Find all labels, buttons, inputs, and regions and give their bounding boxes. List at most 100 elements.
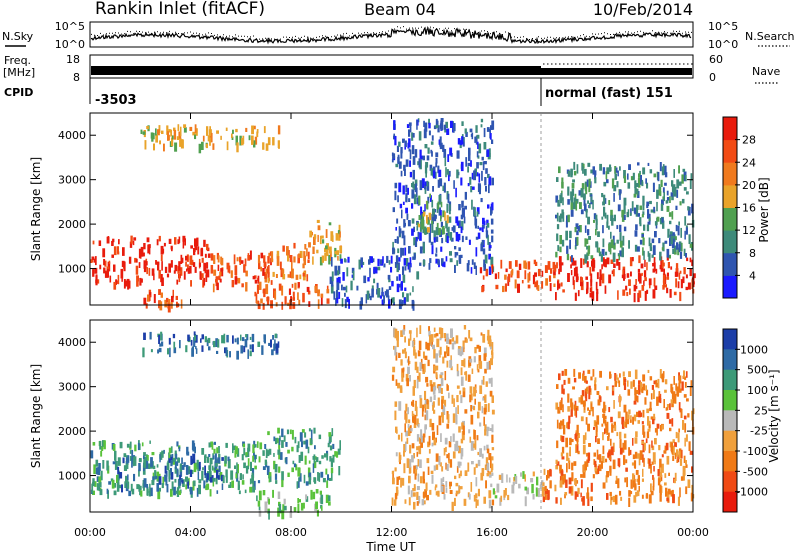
power-cell: [241, 138, 244, 146]
velocity-cell: [599, 396, 602, 403]
velocity-cell: [491, 434, 494, 443]
power-cell: [467, 183, 470, 187]
power-cell: [429, 195, 432, 202]
velocity-cell: [559, 401, 563, 411]
velocity-cell: [400, 359, 403, 366]
power-cell: [678, 165, 680, 174]
velocity-cell: [561, 477, 565, 485]
power-cell: [556, 224, 560, 230]
velocity-cell: [307, 446, 310, 454]
power-cell: [669, 196, 671, 203]
velocity-cell: [163, 449, 165, 454]
velocity-cell: [126, 481, 130, 489]
power-cell: [206, 126, 209, 136]
velocity-cell: [210, 457, 213, 465]
noise-sky-trace: [90, 26, 692, 45]
velocity-cell: [151, 452, 155, 456]
velocity-cell: [265, 448, 268, 459]
velocity-cell: [422, 434, 425, 443]
power-cell: [633, 292, 636, 303]
power-cell: [176, 279, 179, 285]
velocity-cell: [473, 356, 476, 363]
power-cell: [691, 259, 694, 266]
velocity-cell: [577, 450, 580, 455]
velocity-cell: [491, 395, 494, 403]
power-cell: [635, 224, 638, 231]
power-cell: [267, 273, 270, 284]
power-cell: [178, 131, 182, 139]
power-cell: [452, 123, 456, 132]
power-cell: [117, 274, 120, 285]
velocity-cell: [443, 399, 447, 407]
velocity-cell: [324, 453, 327, 458]
power-cell: [428, 130, 431, 136]
velocity-cell: [670, 490, 673, 497]
power-cell: [302, 272, 305, 277]
power-cell: [245, 282, 248, 292]
velocity-cell: [317, 472, 319, 481]
power-cell: [395, 227, 397, 231]
velocity-cell: [576, 443, 579, 453]
power-cell: [254, 279, 258, 284]
power-cell: [336, 297, 339, 304]
velocity-cell: [262, 466, 266, 470]
power-cell: [187, 267, 190, 274]
freq-left-label-line2: [MHz]: [3, 66, 35, 79]
power-cell: [433, 125, 437, 130]
velocity-cell: [276, 437, 279, 443]
velocity-cell: [318, 434, 322, 440]
power-cell: [685, 227, 688, 235]
velocity-cell: [294, 436, 297, 444]
power-cell: [129, 241, 133, 248]
velocity-cell: [237, 464, 239, 474]
velocity-cell: [252, 486, 255, 493]
power-cell: [278, 283, 282, 291]
velocity-cell: [416, 434, 420, 442]
power-cell: [608, 243, 611, 251]
power-cell: [580, 258, 583, 268]
power-cell: [337, 265, 341, 275]
velocity-cell: [433, 365, 437, 372]
power-cell: [611, 218, 614, 226]
velocity-cell: [268, 472, 272, 477]
velocity-cell: [649, 407, 652, 412]
velocity-cell: [474, 384, 477, 389]
power-cell: [396, 283, 400, 293]
velocity-cell: [213, 340, 216, 348]
power-cell: [611, 216, 613, 220]
velocity-cell: [394, 492, 398, 500]
power-cell: [583, 198, 586, 206]
power-cell: [445, 220, 448, 229]
power-cell: [637, 162, 640, 166]
power-cell: [570, 209, 574, 217]
power-cell: [413, 237, 416, 246]
velocity-cell: [678, 451, 681, 460]
velocity-ytick-label: 4000: [58, 336, 86, 349]
power-cell: [642, 237, 645, 246]
power-cell: [584, 204, 587, 211]
power-cell: [589, 202, 591, 209]
power-cell: [660, 203, 664, 211]
velocity-cell: [646, 408, 650, 414]
power-cell: [565, 230, 568, 241]
power-cell: [481, 227, 484, 233]
velocity-cell: [451, 501, 454, 511]
power-cell: [459, 140, 463, 146]
frequency-band-1: [91, 66, 541, 75]
power-cell: [527, 261, 531, 270]
velocity-cell: [154, 470, 157, 480]
power-cell: [598, 251, 602, 257]
velocity-cell: [331, 428, 334, 437]
velocity-cell: [606, 493, 609, 500]
velocity-cell: [221, 457, 224, 461]
power-cell: [216, 130, 219, 134]
velocity-cell: [400, 330, 404, 337]
velocity-cell: [473, 406, 476, 411]
velocity-cell: [561, 370, 564, 376]
velocity-cell: [241, 454, 244, 461]
power-cell: [591, 257, 595, 266]
power-cell: [284, 296, 287, 305]
velocity-cell: [94, 481, 97, 487]
velocity-cell: [407, 426, 411, 436]
power-colorbar-swatch: [723, 230, 737, 254]
